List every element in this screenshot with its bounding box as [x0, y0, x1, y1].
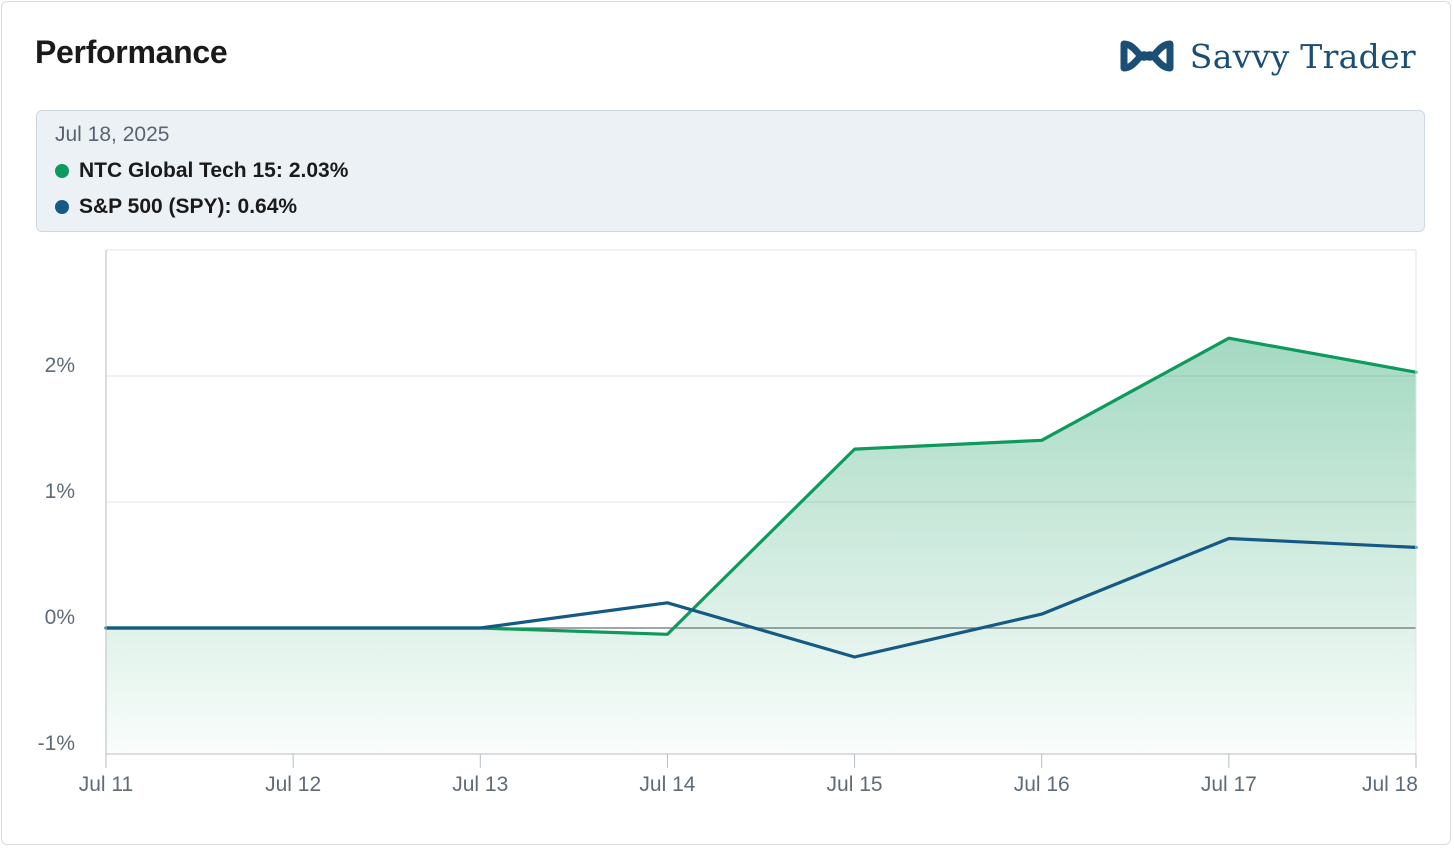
tooltip-series-value: 0.64% — [237, 195, 298, 218]
tooltip-row-ntc: NTC Global Tech 15: 2.03% — [55, 153, 1406, 189]
x-tick-label: Jul 17 — [1201, 773, 1257, 796]
x-tick-label: Jul 13 — [452, 773, 508, 796]
tooltip-series-label: NTC Global Tech 15 — [79, 159, 276, 182]
page-title: Performance — [35, 34, 228, 70]
infinity-wave-icon — [1120, 40, 1174, 72]
x-tick-label: Jul 15 — [827, 773, 883, 796]
y-tick-label: 2% — [45, 354, 75, 377]
x-tick-label: Jul 11 — [79, 773, 133, 796]
brand-logo[interactable]: Savvy Trader — [1118, 34, 1416, 78]
series-color-dot — [55, 164, 69, 178]
y-tick-label: -1% — [38, 732, 75, 755]
brand-name: Savvy Trader — [1189, 36, 1416, 76]
tooltip-series-value: 2.03% — [288, 159, 349, 182]
x-tick-label: Jul 16 — [1014, 773, 1070, 796]
chart-tooltip: Jul 18, 2025 NTC Global Tech 15: 2.03% S… — [36, 110, 1425, 232]
x-tick-label: Jul 18 — [1362, 773, 1418, 796]
tooltip-series-label: S&P 500 (SPY) — [79, 195, 225, 218]
y-tick-label: 0% — [45, 606, 75, 629]
tooltip-row-spy: S&P 500 (SPY): 0.64% — [55, 189, 1406, 225]
series-color-dot — [55, 200, 69, 214]
series-line — [104, 536, 1418, 659]
series-area-fill — [106, 338, 1416, 754]
tooltip-date: Jul 18, 2025 — [55, 123, 170, 146]
x-tick-label: Jul 14 — [639, 773, 695, 796]
y-tick-label: 1% — [45, 480, 75, 503]
x-tick-label: Jul 12 — [265, 773, 321, 796]
